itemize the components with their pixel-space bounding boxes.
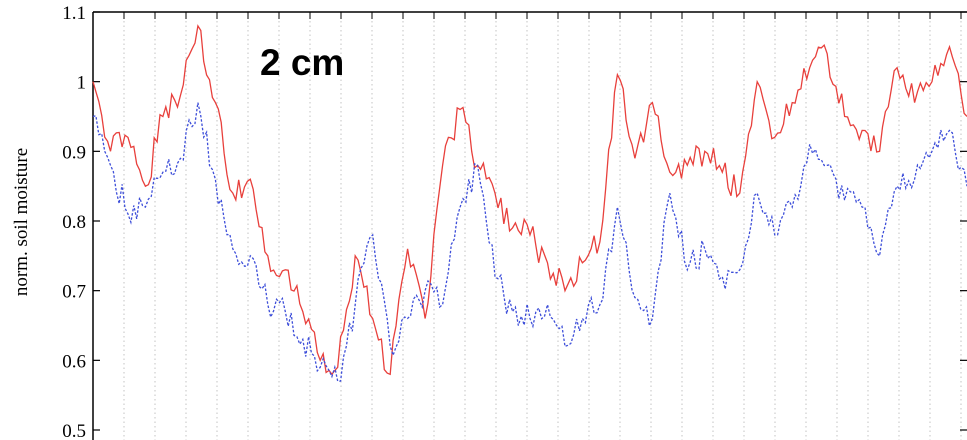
series-lines bbox=[92, 24, 967, 382]
y-tick-label-0: 0.5 bbox=[62, 421, 86, 440]
series-line-1 bbox=[92, 102, 967, 382]
y-tick-label-6: 1.1 bbox=[62, 3, 86, 24]
y-tick-label-2: 0.7 bbox=[62, 282, 86, 303]
y-ticks: 0.5 0.6 0.7 0.8 0.9 1 1.1 bbox=[62, 3, 967, 440]
y-tick-label-5: 1 bbox=[77, 73, 87, 94]
x-gridlines bbox=[123, 12, 962, 440]
y-axis-label: norm. soil moisture bbox=[11, 148, 32, 296]
y-tick-label-1: 0.6 bbox=[62, 351, 86, 372]
y-tick-label-3: 0.8 bbox=[62, 212, 86, 233]
y-tick-label-4: 0.9 bbox=[62, 142, 86, 163]
depth-annotation: 2 cm bbox=[260, 42, 344, 83]
series-line-0 bbox=[92, 24, 967, 376]
